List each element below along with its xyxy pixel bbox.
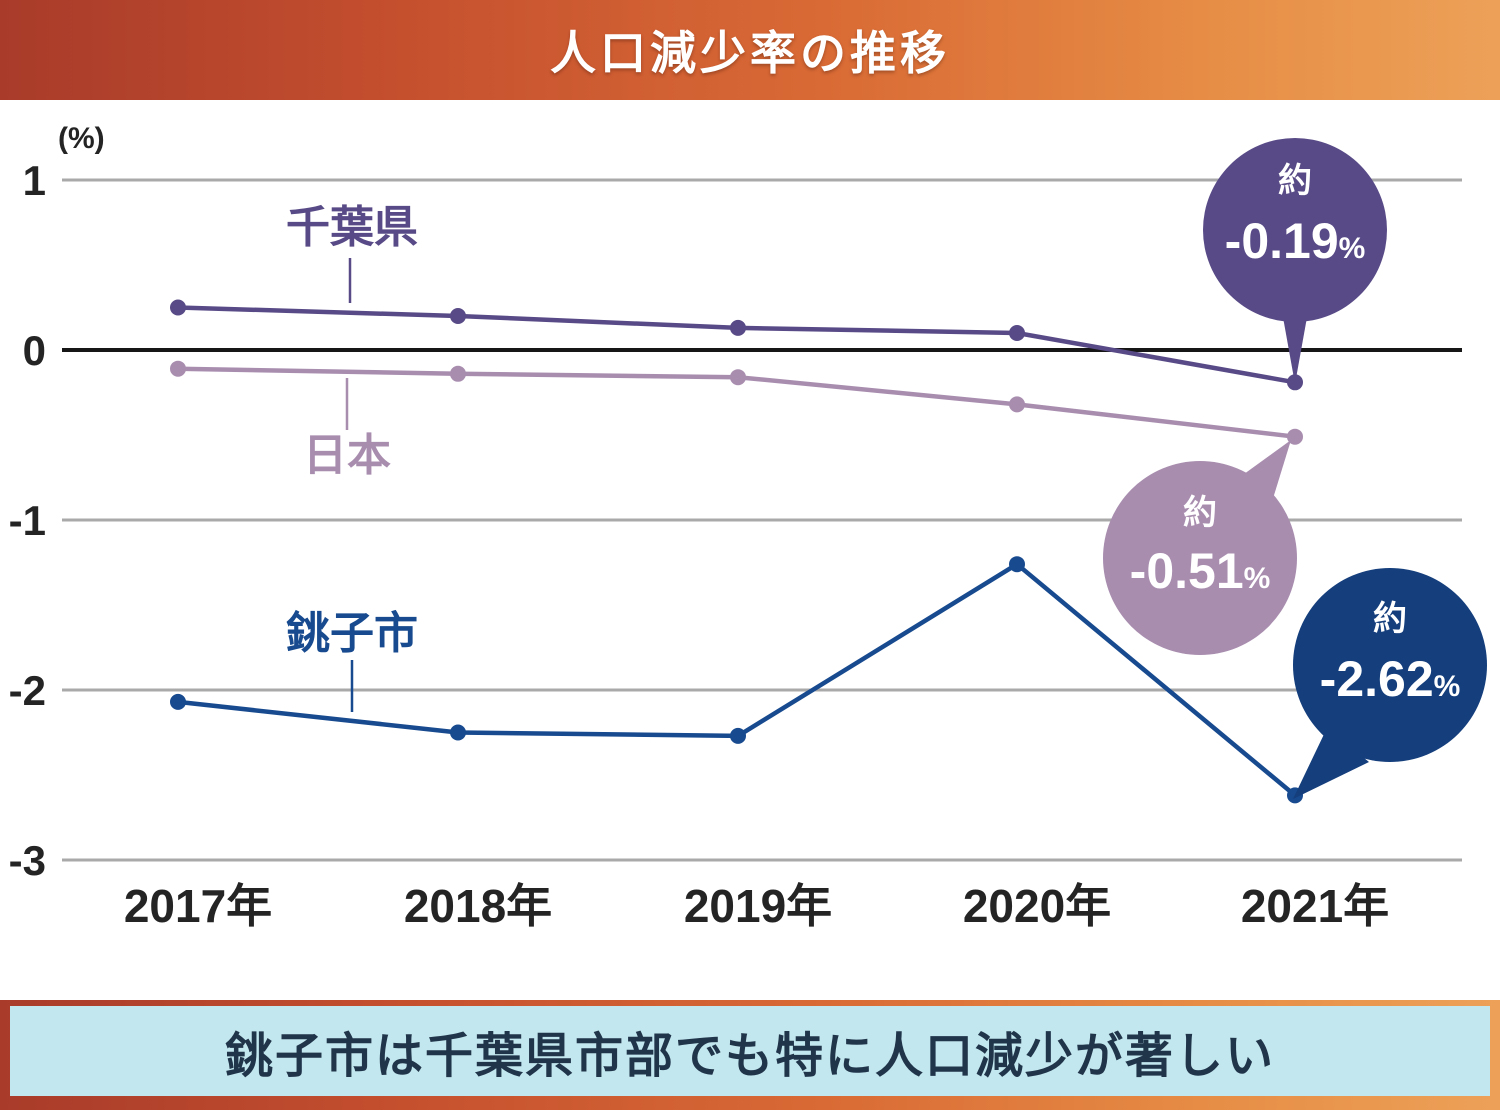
callout-japan: 約 -0.51%	[1103, 440, 1297, 655]
data-point	[730, 727, 746, 744]
callout-prefix: 約	[1183, 494, 1217, 532]
y-tick-label: -1	[9, 497, 46, 544]
page-title: 人口減少率の推移	[550, 27, 950, 79]
chart-series	[170, 299, 1303, 804]
data-point	[1009, 396, 1025, 413]
x-tick-label: 2020年	[963, 880, 1111, 932]
data-point	[1009, 556, 1025, 573]
y-tick-label: -2	[9, 667, 46, 714]
series-label-japan: 日本	[303, 431, 391, 480]
data-point	[450, 724, 466, 741]
series-label-chiba: 千葉県	[286, 203, 418, 252]
x-tick-label: 2021年	[1241, 880, 1389, 932]
chart-grid: 1 0 -1 -2 -3 2017年 2018年 2019年 2020年 2021年	[9, 157, 1462, 932]
data-point	[1009, 325, 1025, 341]
data-point	[450, 365, 466, 382]
callout-bubble	[1203, 138, 1387, 322]
data-point	[170, 360, 186, 377]
header-banner: 人口減少率の推移	[0, 0, 1500, 100]
data-point	[1287, 428, 1303, 445]
callout-bubble	[1103, 461, 1297, 655]
callout-bubble	[1293, 568, 1487, 762]
callout-prefix: 約	[1278, 162, 1312, 200]
data-point	[730, 319, 746, 336]
callout-value: -0.51%	[1130, 543, 1271, 599]
series-label-choshi: 銚子市	[286, 609, 418, 658]
callout-tail	[1293, 728, 1369, 799]
callout-choshi: 約 -2.62%	[1293, 568, 1487, 799]
x-tick-label: 2017年	[124, 880, 272, 932]
callout-tail	[1233, 440, 1291, 518]
callout-value: -0.19%	[1225, 213, 1366, 269]
y-tick-label: 1	[23, 157, 46, 204]
data-point	[170, 693, 186, 710]
line-chart: 1 0 -1 -2 -3 2017年 2018年 2019年 2020年 2021年 (%) 千葉…	[9, 122, 1487, 932]
x-tick-label: 2019年	[684, 880, 832, 932]
footer-note-text: 銚子市は千葉県市部でも特に人口減少が著しい	[224, 1030, 1275, 1083]
chart-annotations: (%) 千葉県 日本 銚子市 約 -0.19%	[58, 122, 1487, 799]
chart-area: 1 0 -1 -2 -3 2017年 2018年 2019年 2020年 2021年 (%) 千葉…	[0, 100, 1500, 1000]
data-point	[730, 369, 746, 386]
data-point	[450, 308, 466, 324]
footer-note: 銚子市は千葉県市部でも特に人口減少が著しい	[10, 1006, 1490, 1096]
y-axis-unit-label: (%)	[58, 122, 105, 155]
y-tick-label: -3	[9, 837, 46, 884]
footer-banner: 銚子市は千葉県市部でも特に人口減少が著しい	[0, 1000, 1500, 1110]
y-tick-label: 0	[23, 327, 46, 374]
x-tick-label: 2018年	[404, 880, 552, 932]
callout-prefix: 約	[1373, 600, 1407, 638]
callout-chiba: 約 -0.19%	[1203, 138, 1387, 384]
callout-value: -2.62%	[1320, 651, 1461, 707]
data-point	[170, 299, 186, 316]
